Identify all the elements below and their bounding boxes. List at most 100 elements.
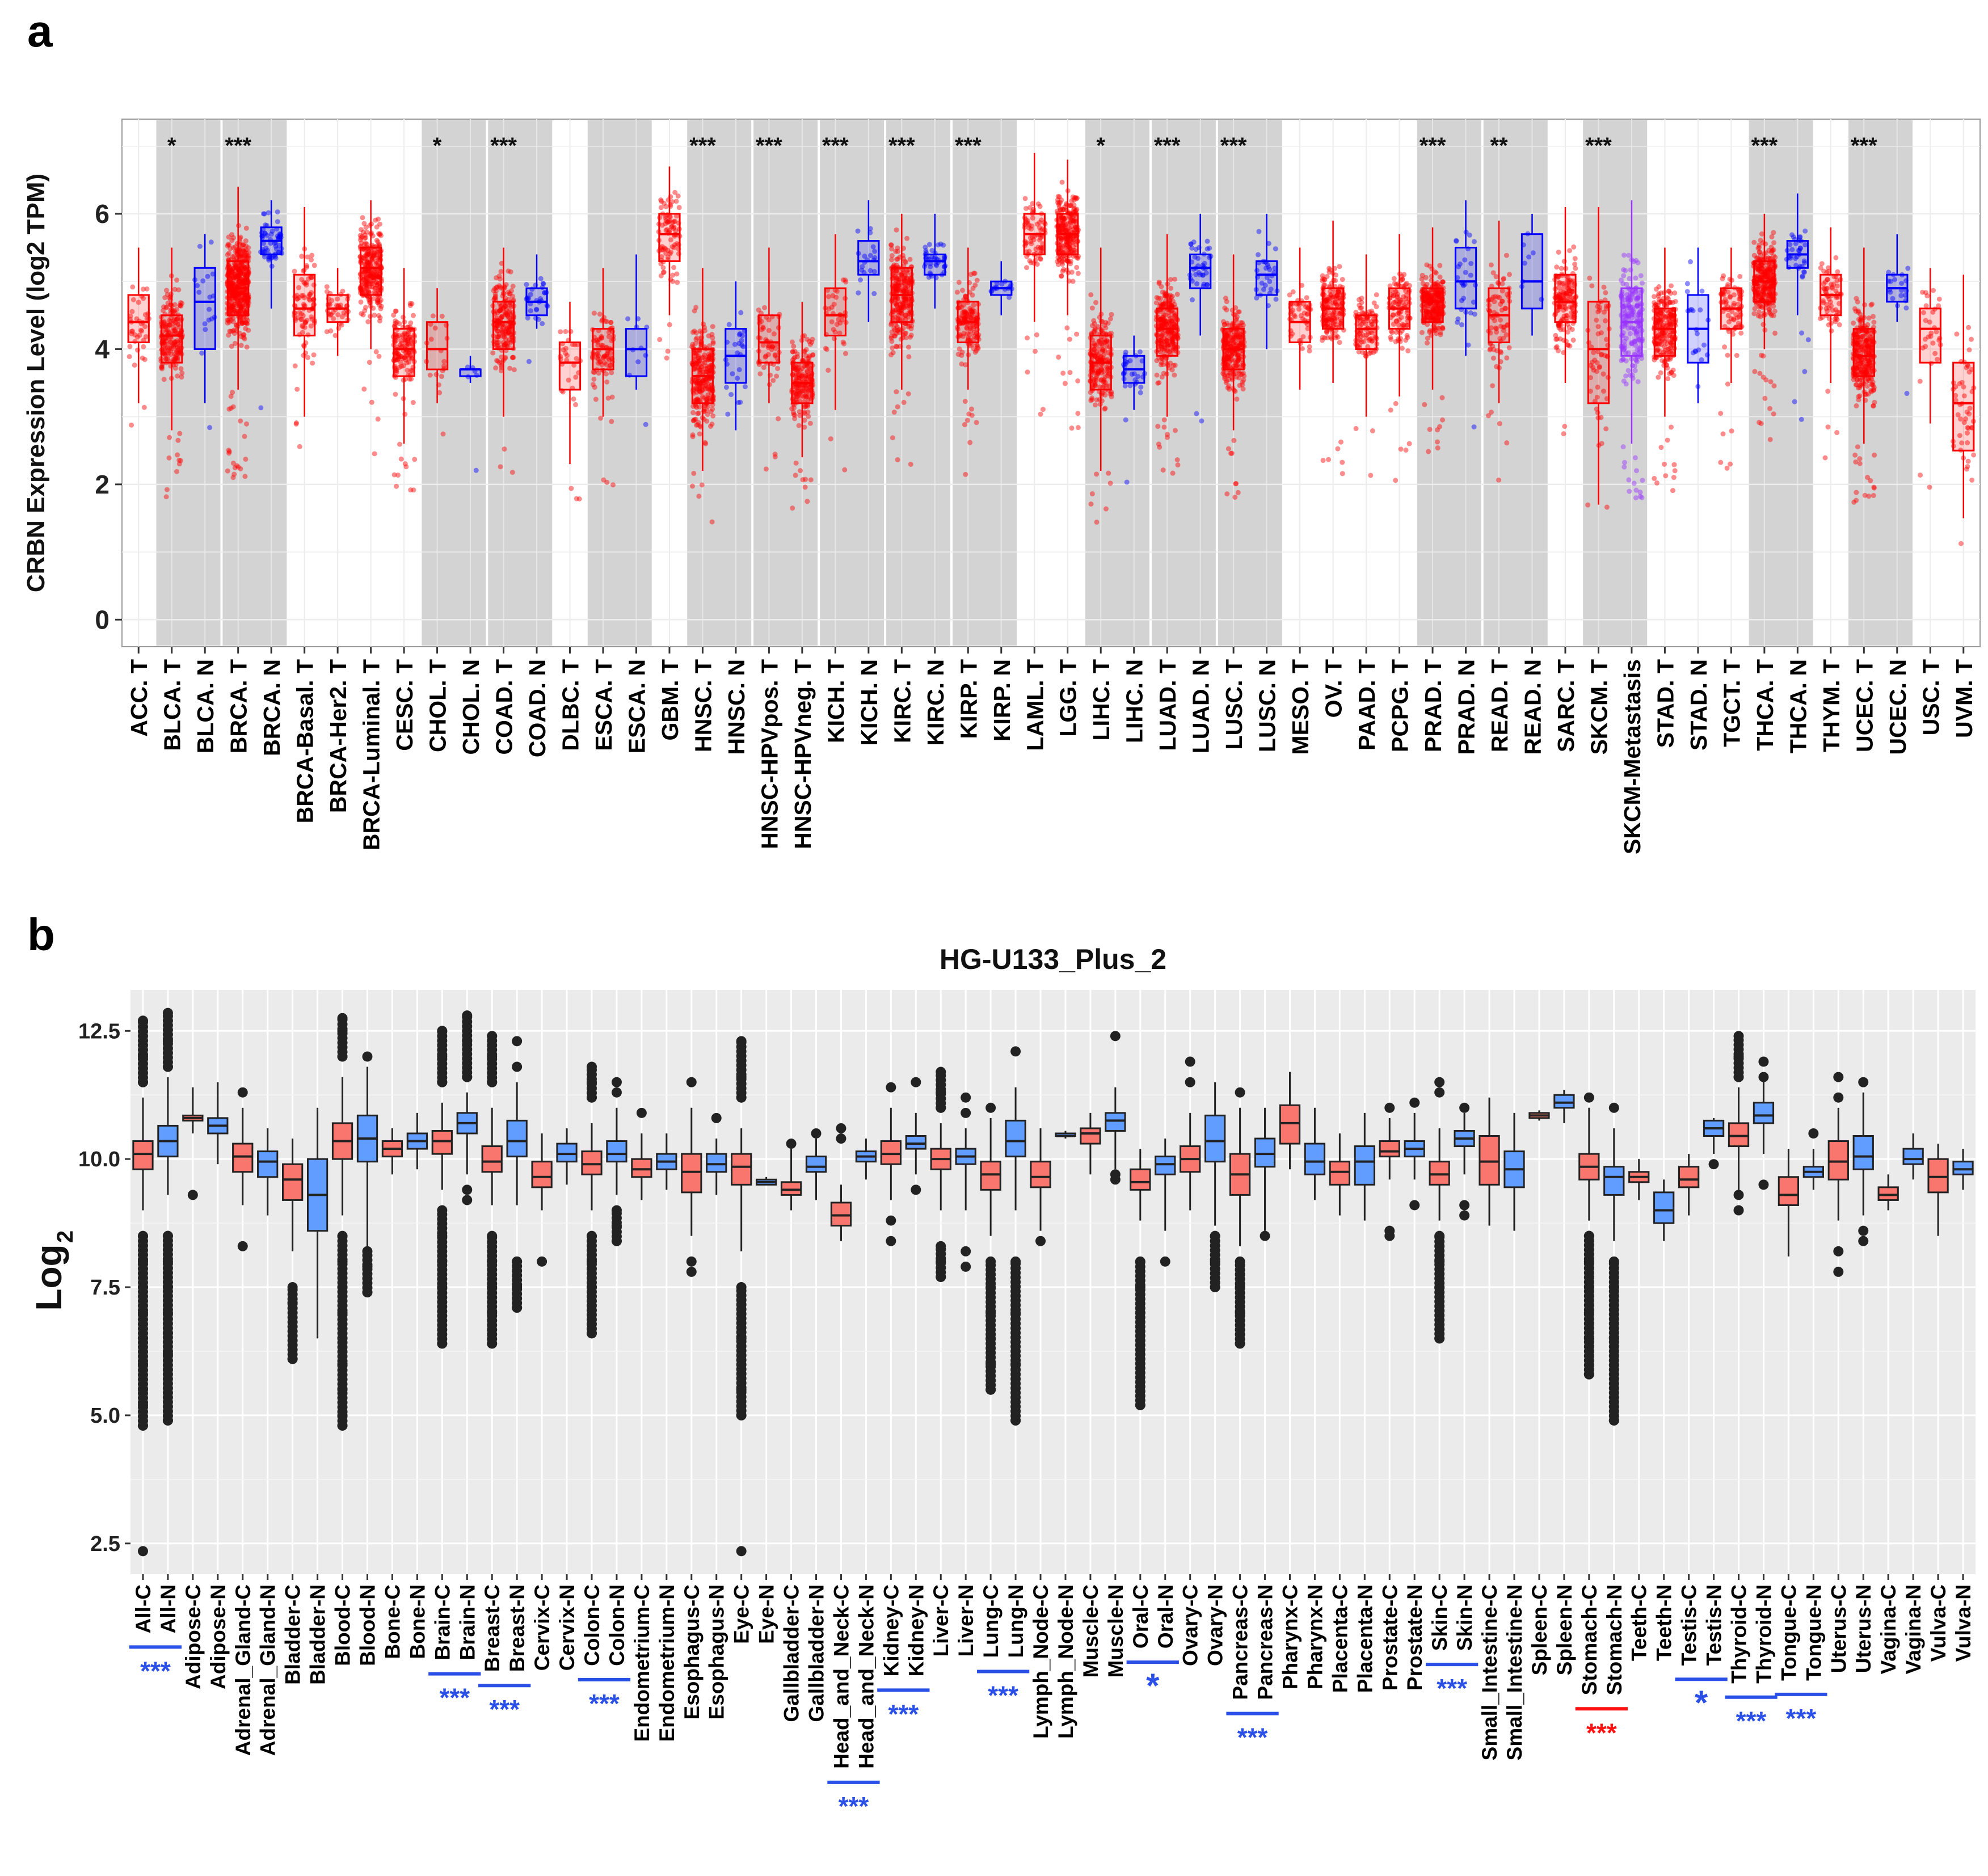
data-point <box>242 307 247 313</box>
data-point <box>238 334 244 339</box>
significance-star: *** <box>822 133 849 158</box>
data-point <box>228 283 233 289</box>
x-tick-label: KIRC. T <box>889 659 915 743</box>
data-point <box>310 360 315 366</box>
data-point <box>1393 330 1399 335</box>
data-point <box>705 403 711 409</box>
data-point <box>228 279 233 285</box>
data-point <box>231 235 237 241</box>
data-point <box>231 261 237 267</box>
data-point <box>175 452 180 458</box>
significance-star: *** <box>1154 133 1181 158</box>
box-BRCA-Basal. T <box>293 273 316 337</box>
data-point <box>1360 349 1366 355</box>
data-point <box>238 251 244 257</box>
data-point <box>225 252 230 258</box>
data-point <box>273 255 279 261</box>
data-point <box>207 425 213 431</box>
data-point <box>1056 205 1062 210</box>
data-point <box>228 273 234 279</box>
data-point <box>232 295 238 301</box>
data-point <box>175 315 180 321</box>
data-point <box>242 265 247 271</box>
data-point <box>1160 467 1166 473</box>
data-point <box>234 272 240 278</box>
data-point <box>231 293 237 298</box>
data-point <box>412 457 418 462</box>
data-point <box>228 273 233 279</box>
data-point <box>660 269 666 275</box>
x-tick-label: KICH. T <box>823 659 849 743</box>
data-point <box>1255 252 1261 258</box>
data-point <box>791 405 797 411</box>
data-point <box>300 324 306 330</box>
data-point <box>239 252 245 258</box>
data-point <box>726 322 732 327</box>
data-point <box>808 477 814 483</box>
data-point <box>775 366 781 372</box>
data-point <box>1304 295 1309 301</box>
data-point <box>963 362 968 368</box>
data-point <box>243 238 248 244</box>
data-point <box>1109 311 1114 317</box>
data-point <box>1154 294 1160 300</box>
data-point <box>226 448 231 453</box>
data-point <box>163 324 169 330</box>
data-point <box>696 410 702 416</box>
data-point <box>293 421 299 427</box>
data-point <box>1240 382 1245 387</box>
data-point <box>242 275 247 281</box>
x-tick-label: OV. T <box>1321 659 1347 718</box>
data-point <box>789 339 795 345</box>
data-point <box>176 345 182 351</box>
data-point <box>236 279 242 284</box>
data-point <box>1405 348 1411 353</box>
data-point <box>235 292 241 298</box>
data-point <box>1174 457 1180 463</box>
x-tick-label: ESCA. N <box>624 659 650 753</box>
data-point <box>225 468 230 474</box>
data-point <box>166 295 172 301</box>
data-point <box>439 313 445 319</box>
data-point <box>238 298 244 303</box>
data-point <box>141 344 146 349</box>
data-point <box>239 289 245 295</box>
data-point <box>1403 447 1409 453</box>
data-point <box>263 222 268 228</box>
data-point <box>229 238 235 243</box>
data-point <box>1157 444 1163 450</box>
data-point <box>309 275 314 280</box>
data-point <box>793 460 799 466</box>
data-point <box>243 456 248 462</box>
data-point <box>235 273 241 279</box>
data-point <box>238 318 243 323</box>
data-point <box>690 330 696 335</box>
data-point <box>229 269 235 275</box>
box-ESCA. N <box>625 328 648 377</box>
data-point <box>243 320 249 326</box>
data-point <box>1127 383 1133 389</box>
data-point <box>495 359 500 364</box>
data-point <box>292 268 297 274</box>
data-point <box>796 423 802 428</box>
data-point <box>1199 418 1204 424</box>
data-point <box>1025 369 1030 375</box>
data-point <box>241 296 247 302</box>
box-KICH. N <box>857 240 880 276</box>
data-point <box>1068 258 1073 264</box>
data-point <box>1075 411 1081 416</box>
shaded-group <box>1848 120 1913 646</box>
data-point <box>1033 258 1038 263</box>
data-point <box>963 471 968 477</box>
data-point <box>1337 264 1342 269</box>
data-point <box>242 279 247 284</box>
data-point <box>1254 295 1260 301</box>
data-point <box>957 346 962 352</box>
data-point <box>673 199 679 204</box>
x-tick-label: BRCA-Basal. T <box>292 659 318 823</box>
x-tick-label: KICH. N <box>856 659 882 746</box>
data-point <box>496 283 502 289</box>
data-point <box>163 351 169 356</box>
data-point <box>228 293 233 298</box>
data-point <box>230 319 236 324</box>
